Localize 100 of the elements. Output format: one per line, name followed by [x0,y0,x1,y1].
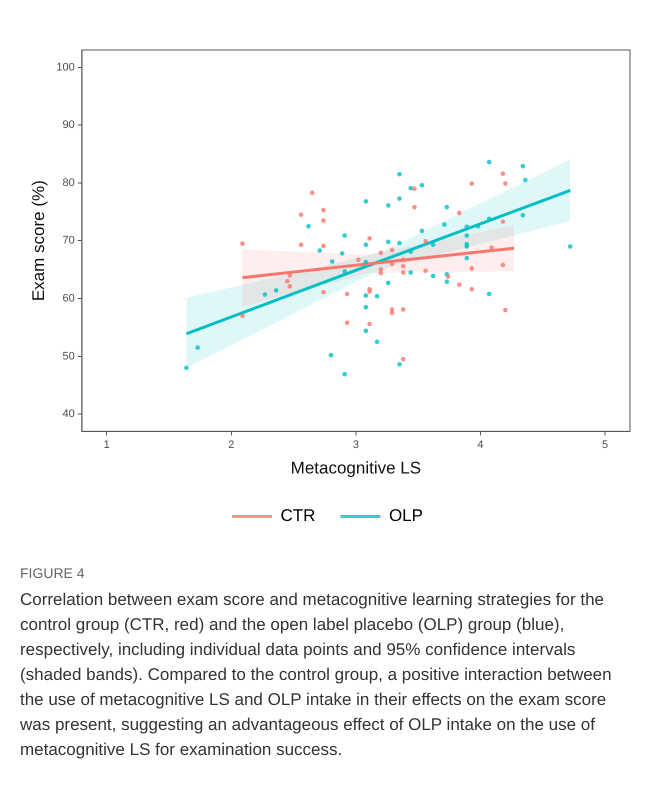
point [386,240,391,244]
point [367,322,372,326]
x-tick-label: 1 [104,439,110,452]
point [285,278,290,284]
point [374,294,380,298]
point [400,264,406,268]
point [195,345,200,350]
point [390,310,394,316]
point [400,257,406,262]
point [390,248,394,252]
point [397,196,402,201]
y-tick-label: 60 [62,292,75,305]
point [420,228,424,234]
point [500,262,506,268]
y-tick-label: 90 [62,119,75,132]
point [397,172,402,177]
point [400,307,406,312]
point [469,286,474,292]
point [500,171,506,176]
point [486,292,492,296]
point [456,210,462,216]
point [400,270,406,275]
point [184,366,189,370]
y-tick-label: 100 [56,61,75,74]
point [364,293,368,298]
point [430,274,436,278]
point [321,218,326,223]
point [364,328,368,334]
point [298,242,304,248]
point [240,241,245,246]
point [423,268,428,274]
point [378,270,384,276]
point [412,204,417,210]
point [321,244,326,248]
point [330,259,334,264]
point [489,245,494,250]
point [274,288,278,293]
point [464,244,470,249]
point [344,292,350,296]
point [262,292,268,297]
y-tick-label: 70 [62,234,75,247]
point [367,289,372,294]
point [456,282,462,287]
point [420,182,424,188]
point [464,233,470,238]
point [469,266,474,271]
point [397,240,402,246]
point [430,242,436,248]
caption: FIGURE 4 [20,565,86,581]
point [298,212,304,217]
point [240,314,245,318]
point [503,308,508,312]
point [374,340,380,344]
point [364,199,368,204]
point [408,270,413,275]
point [446,274,450,279]
point [306,224,311,229]
point [310,190,315,196]
point [397,362,402,367]
point [500,219,506,224]
point [356,257,361,262]
point [568,244,572,249]
point [328,352,334,358]
point [378,250,384,256]
point [523,178,528,182]
point [486,160,492,164]
point [367,236,372,241]
point [344,320,350,326]
point [288,273,292,278]
point [444,204,450,210]
x-tick-label: 4 [477,439,484,452]
y-axis-title: Exam score (%) [28,180,48,302]
point [442,222,447,227]
y-tick-label: 40 [62,408,75,420]
x-tick-label: 3 [352,439,359,452]
point [364,304,368,310]
point [340,251,344,256]
point [342,233,347,238]
point [469,181,474,186]
text: Correlation between exam score and metacognitive learning strategies for the control group (CTR, red) and the open label placebo (OLP) group (blue), respectively, including individual data points and 95% confidence intervals (shaded bands). Compared to the control group, a positive interaction between the use of metacognitive LS and OLP intake in their effects on the exam score was present, suggesting an advantageous effect of OLP intake on the use of metacognitive LS for examination success. [20,589,613,761]
point [288,284,292,289]
y-tick-label: 80 [62,176,75,189]
point [321,208,326,212]
x-tick-label: 5 [602,439,608,452]
x-tick-label: 2 [228,439,234,452]
point [364,242,368,248]
point [317,248,322,253]
legend-label: CTR [280,506,316,526]
x-axis-title: Metacognitive LS [290,458,422,478]
point [464,256,470,260]
point [364,260,368,264]
point [503,181,508,186]
point [400,356,406,362]
point [321,290,326,294]
legend-label: OLP [388,506,423,526]
point [342,269,347,274]
point [386,203,391,208]
y-tick-label: 50 [62,350,75,362]
point [520,212,526,218]
point [520,164,526,168]
